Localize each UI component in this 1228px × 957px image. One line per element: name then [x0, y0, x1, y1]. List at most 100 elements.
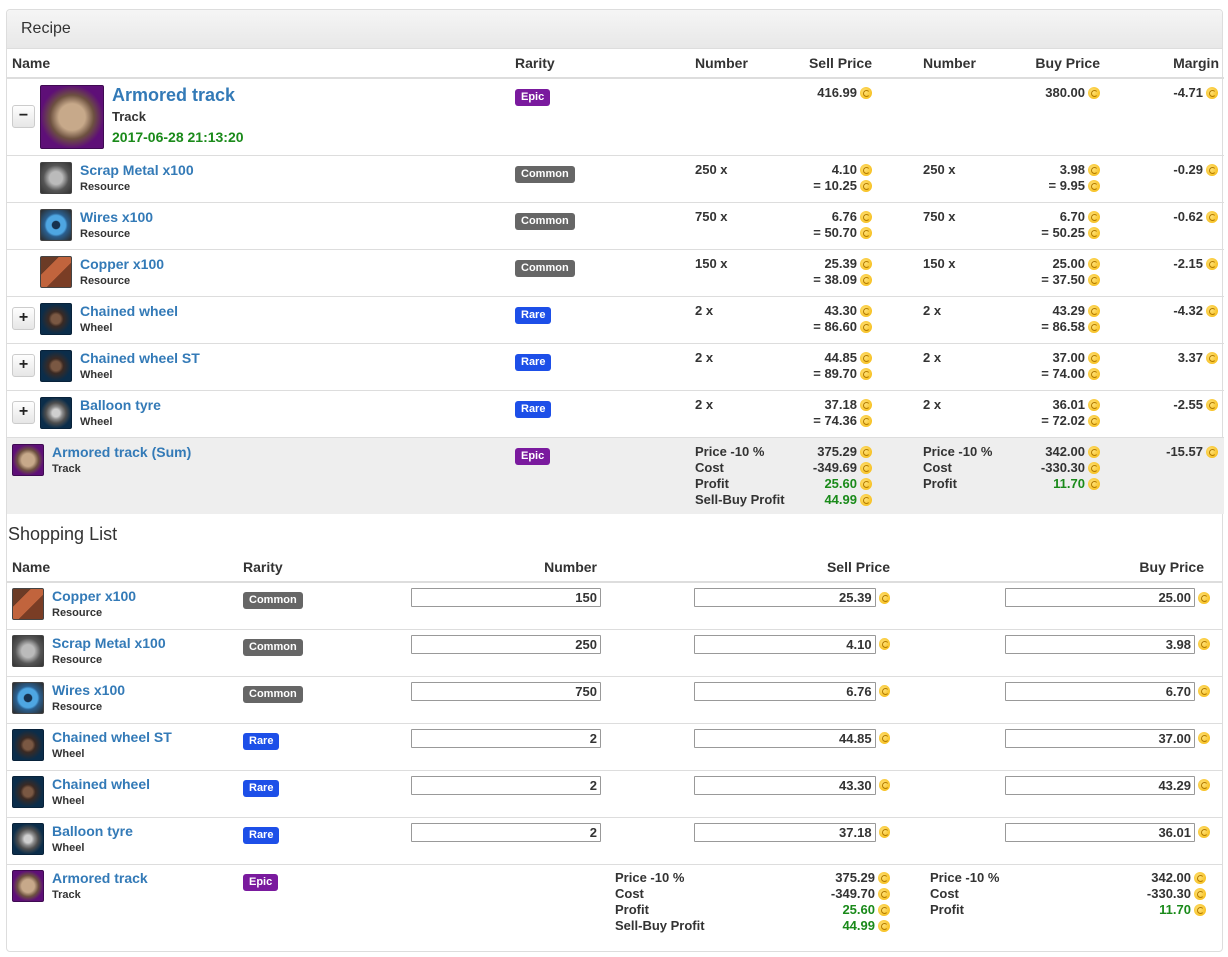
item-link[interactable]: Balloon tyre — [52, 822, 133, 839]
coin-icon — [860, 415, 872, 427]
sell-price-input[interactable]: 6.76 — [694, 681, 876, 701]
buy-quantity: 750 x — [923, 209, 956, 224]
summary-sell-label: Cost — [615, 885, 644, 901]
shopping-row: Chained wheel ST Wheel Rare 2 44.85 37.0… — [7, 722, 1222, 770]
buy-total-price: = 9.95 — [1048, 178, 1085, 193]
coin-icon — [1088, 164, 1100, 176]
item-type: Resource — [52, 700, 103, 713]
item-link[interactable]: Wires x100 — [80, 209, 154, 225]
item-link[interactable]: Armored track — [112, 85, 236, 105]
coin-icon — [1088, 352, 1100, 364]
sum-margin: -15.57 — [1166, 444, 1203, 459]
sell-price-input[interactable]: 25.39 — [694, 588, 876, 607]
buy-quantity: 2 x — [923, 303, 942, 318]
margin-value: -2.55 — [1173, 397, 1203, 412]
buy-unit-price: 6.70 — [1059, 209, 1085, 224]
item-link[interactable]: Scrap Metal x100 — [80, 162, 194, 178]
buy-total-price: = 86.58 — [1041, 319, 1085, 334]
item-link[interactable]: Chained wheel ST — [80, 350, 200, 366]
number-input[interactable]: 750 — [411, 681, 601, 701]
buy-unit-price: 37.00 — [1052, 350, 1085, 365]
chained-wheel-image — [12, 775, 44, 808]
item-link[interactable]: Armored track — [52, 869, 148, 886]
coin-icon — [878, 887, 890, 900]
item-link[interactable]: Chained wheel — [52, 775, 151, 792]
item-link[interactable]: Armored track (Sum) — [52, 444, 192, 460]
coin-icon — [878, 919, 890, 932]
recipe-sum-row: Armored track (Sum) Track Epic Price -10… — [7, 437, 1224, 514]
buy-price-input[interactable]: 25.00 — [1005, 588, 1195, 607]
number-input[interactable]: 150 — [411, 588, 601, 607]
rarity-badge: Rare — [515, 307, 552, 324]
coin-icon — [1088, 478, 1100, 490]
expand-button[interactable]: + — [12, 307, 35, 330]
rarity-badge: Common — [243, 638, 303, 656]
collapse-button[interactable]: − — [12, 105, 35, 128]
recipe-ingredient-row: + Chained wheel Wheel Rare 2 x 43.30 = 8… — [7, 296, 1224, 344]
sell-price-input[interactable]: 4.10 — [694, 634, 876, 654]
item-type: Track — [52, 463, 81, 475]
item-type: Resource — [80, 181, 131, 193]
shop-col-number: Number — [402, 553, 602, 583]
sell-price: 416.99 — [817, 85, 857, 100]
sell-total-price: = 89.70 — [813, 366, 857, 381]
shopping-list-title: Shopping List — [8, 524, 118, 544]
coin-icon — [1088, 211, 1100, 223]
coin-icon — [1198, 685, 1210, 697]
sell-price-input[interactable]: 37.18 — [694, 822, 876, 842]
number-input[interactable]: 2 — [411, 728, 601, 748]
sell-unit-price: 44.85 — [824, 350, 857, 365]
recipe-ingredient-row: + Balloon tyre Wheel Rare 2 x 37.18 = 74… — [7, 390, 1224, 438]
coin-icon — [860, 87, 872, 99]
sell-price-input[interactable]: 43.30 — [694, 775, 876, 795]
buy-price-input[interactable]: 36.01 — [1005, 822, 1195, 842]
buy-unit-price: 36.01 — [1052, 397, 1085, 412]
item-link[interactable]: Chained wheel ST — [52, 728, 172, 745]
coin-icon — [878, 903, 890, 916]
margin-value: -2.15 — [1173, 256, 1203, 271]
item-type: Wheel — [52, 747, 85, 760]
shop-col-name: Name — [7, 553, 238, 583]
buy-price-input[interactable]: 43.29 — [1005, 775, 1195, 795]
item-type: Resource — [80, 275, 131, 287]
sell-unit-price: 37.18 — [824, 397, 857, 412]
coin-icon — [878, 871, 890, 884]
number-input[interactable]: 2 — [411, 822, 601, 842]
number-input[interactable]: 2 — [411, 775, 601, 795]
sum-buy-value: 11.70 — [1053, 476, 1085, 491]
col-name: Name — [7, 49, 510, 79]
rarity-badge: Common — [515, 213, 575, 230]
number-input[interactable]: 250 — [411, 634, 601, 654]
item-link[interactable]: Balloon tyre — [80, 397, 161, 413]
item-link[interactable]: Wires x100 — [52, 681, 126, 698]
buy-price-input[interactable]: 37.00 — [1005, 728, 1195, 748]
expand-button[interactable]: + — [12, 354, 35, 377]
item-type: Wheel — [52, 841, 85, 854]
summary-sell-value: 25.60 — [842, 901, 875, 917]
sum-buy-label: Profit — [923, 476, 957, 491]
recipe-ingredient-row: Scrap Metal x100 Resource Common 250 x 4… — [7, 155, 1224, 203]
shopping-table: Name Rarity Number Sell Price Buy Price … — [7, 553, 1222, 939]
item-link[interactable]: Chained wheel — [80, 303, 179, 319]
sell-price-input[interactable]: 44.85 — [694, 728, 876, 748]
col-number-buy: Number — [918, 49, 1016, 79]
shopping-row: Copper x100 Resource Common 150 25.39 25… — [7, 581, 1222, 629]
buy-price-input[interactable]: 3.98 — [1005, 634, 1195, 654]
coin-icon — [1088, 368, 1100, 380]
buy-price-input[interactable]: 6.70 — [1005, 681, 1195, 701]
shop-col-rarity: Rarity — [238, 553, 402, 583]
coin-icon — [1088, 415, 1100, 427]
expand-button[interactable]: + — [12, 401, 35, 424]
item-type: Resource — [52, 607, 103, 619]
summary-buy-value: 11.70 — [1159, 901, 1191, 917]
coin-icon — [1206, 164, 1218, 176]
margin-value: -4.32 — [1173, 303, 1203, 318]
coin-icon — [1206, 446, 1218, 458]
summary-sell-label: Price -10 % — [615, 869, 685, 885]
sell-total-price: = 50.70 — [813, 225, 857, 240]
wires-x100-image — [12, 681, 44, 714]
item-link[interactable]: Scrap Metal x100 — [52, 634, 166, 651]
shop-col-buy-price: Buy Price — [895, 553, 1222, 583]
item-link[interactable]: Copper x100 — [52, 588, 137, 604]
item-link[interactable]: Copper x100 — [80, 256, 165, 272]
